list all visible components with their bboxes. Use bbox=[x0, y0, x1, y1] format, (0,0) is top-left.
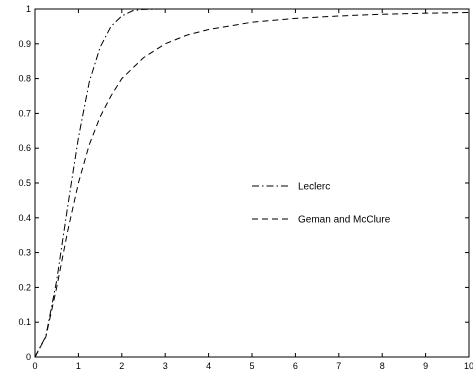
y-tick-label: 0.3 bbox=[18, 248, 31, 258]
plot-frame bbox=[34, 8, 470, 358]
y-tick-label: 0.7 bbox=[18, 108, 31, 118]
x-tick-label: 1 bbox=[76, 361, 81, 371]
legend-label-1: Geman and McClure bbox=[298, 215, 391, 226]
x-tick-label: 6 bbox=[293, 361, 298, 371]
y-tick-label: 0.8 bbox=[18, 74, 31, 84]
y-axis: 0 0.1 0.2 0.3 0.4 0.5 0.6 0.7 0.8 0.9 1 bbox=[18, 4, 469, 362]
y-tick-label: 0.5 bbox=[18, 178, 31, 188]
legend-label-0: Leclerc bbox=[298, 182, 330, 193]
legend: Leclerc Geman and McClure bbox=[252, 182, 391, 226]
x-tick-label: 8 bbox=[380, 361, 385, 371]
y-tick-label: 0.9 bbox=[18, 39, 31, 49]
x-axis: 0 1 2 3 4 5 6 7 8 9 10 bbox=[32, 9, 473, 371]
y-tick-label: 0.2 bbox=[18, 282, 31, 292]
x-tick-label: 4 bbox=[206, 361, 211, 371]
series-layer bbox=[34, 8, 470, 358]
x-tick-label: 5 bbox=[249, 361, 254, 371]
y-tick-label: 1 bbox=[26, 4, 31, 14]
y-tick-label: 0.4 bbox=[18, 213, 31, 223]
x-tick-label: 0 bbox=[32, 361, 37, 371]
x-tick-label: 2 bbox=[119, 361, 124, 371]
series-line-0 bbox=[34, 8, 469, 358]
y-tick-label: 0.1 bbox=[18, 317, 31, 327]
x-tick-label: 3 bbox=[163, 361, 168, 371]
series-line-1 bbox=[34, 11, 470, 358]
x-tick-label: 7 bbox=[336, 361, 341, 371]
x-tick-label: 9 bbox=[423, 361, 428, 371]
x-tick-label: 10 bbox=[464, 361, 473, 371]
y-tick-label: 0.6 bbox=[18, 143, 31, 153]
y-tick-label: 0 bbox=[26, 352, 31, 362]
